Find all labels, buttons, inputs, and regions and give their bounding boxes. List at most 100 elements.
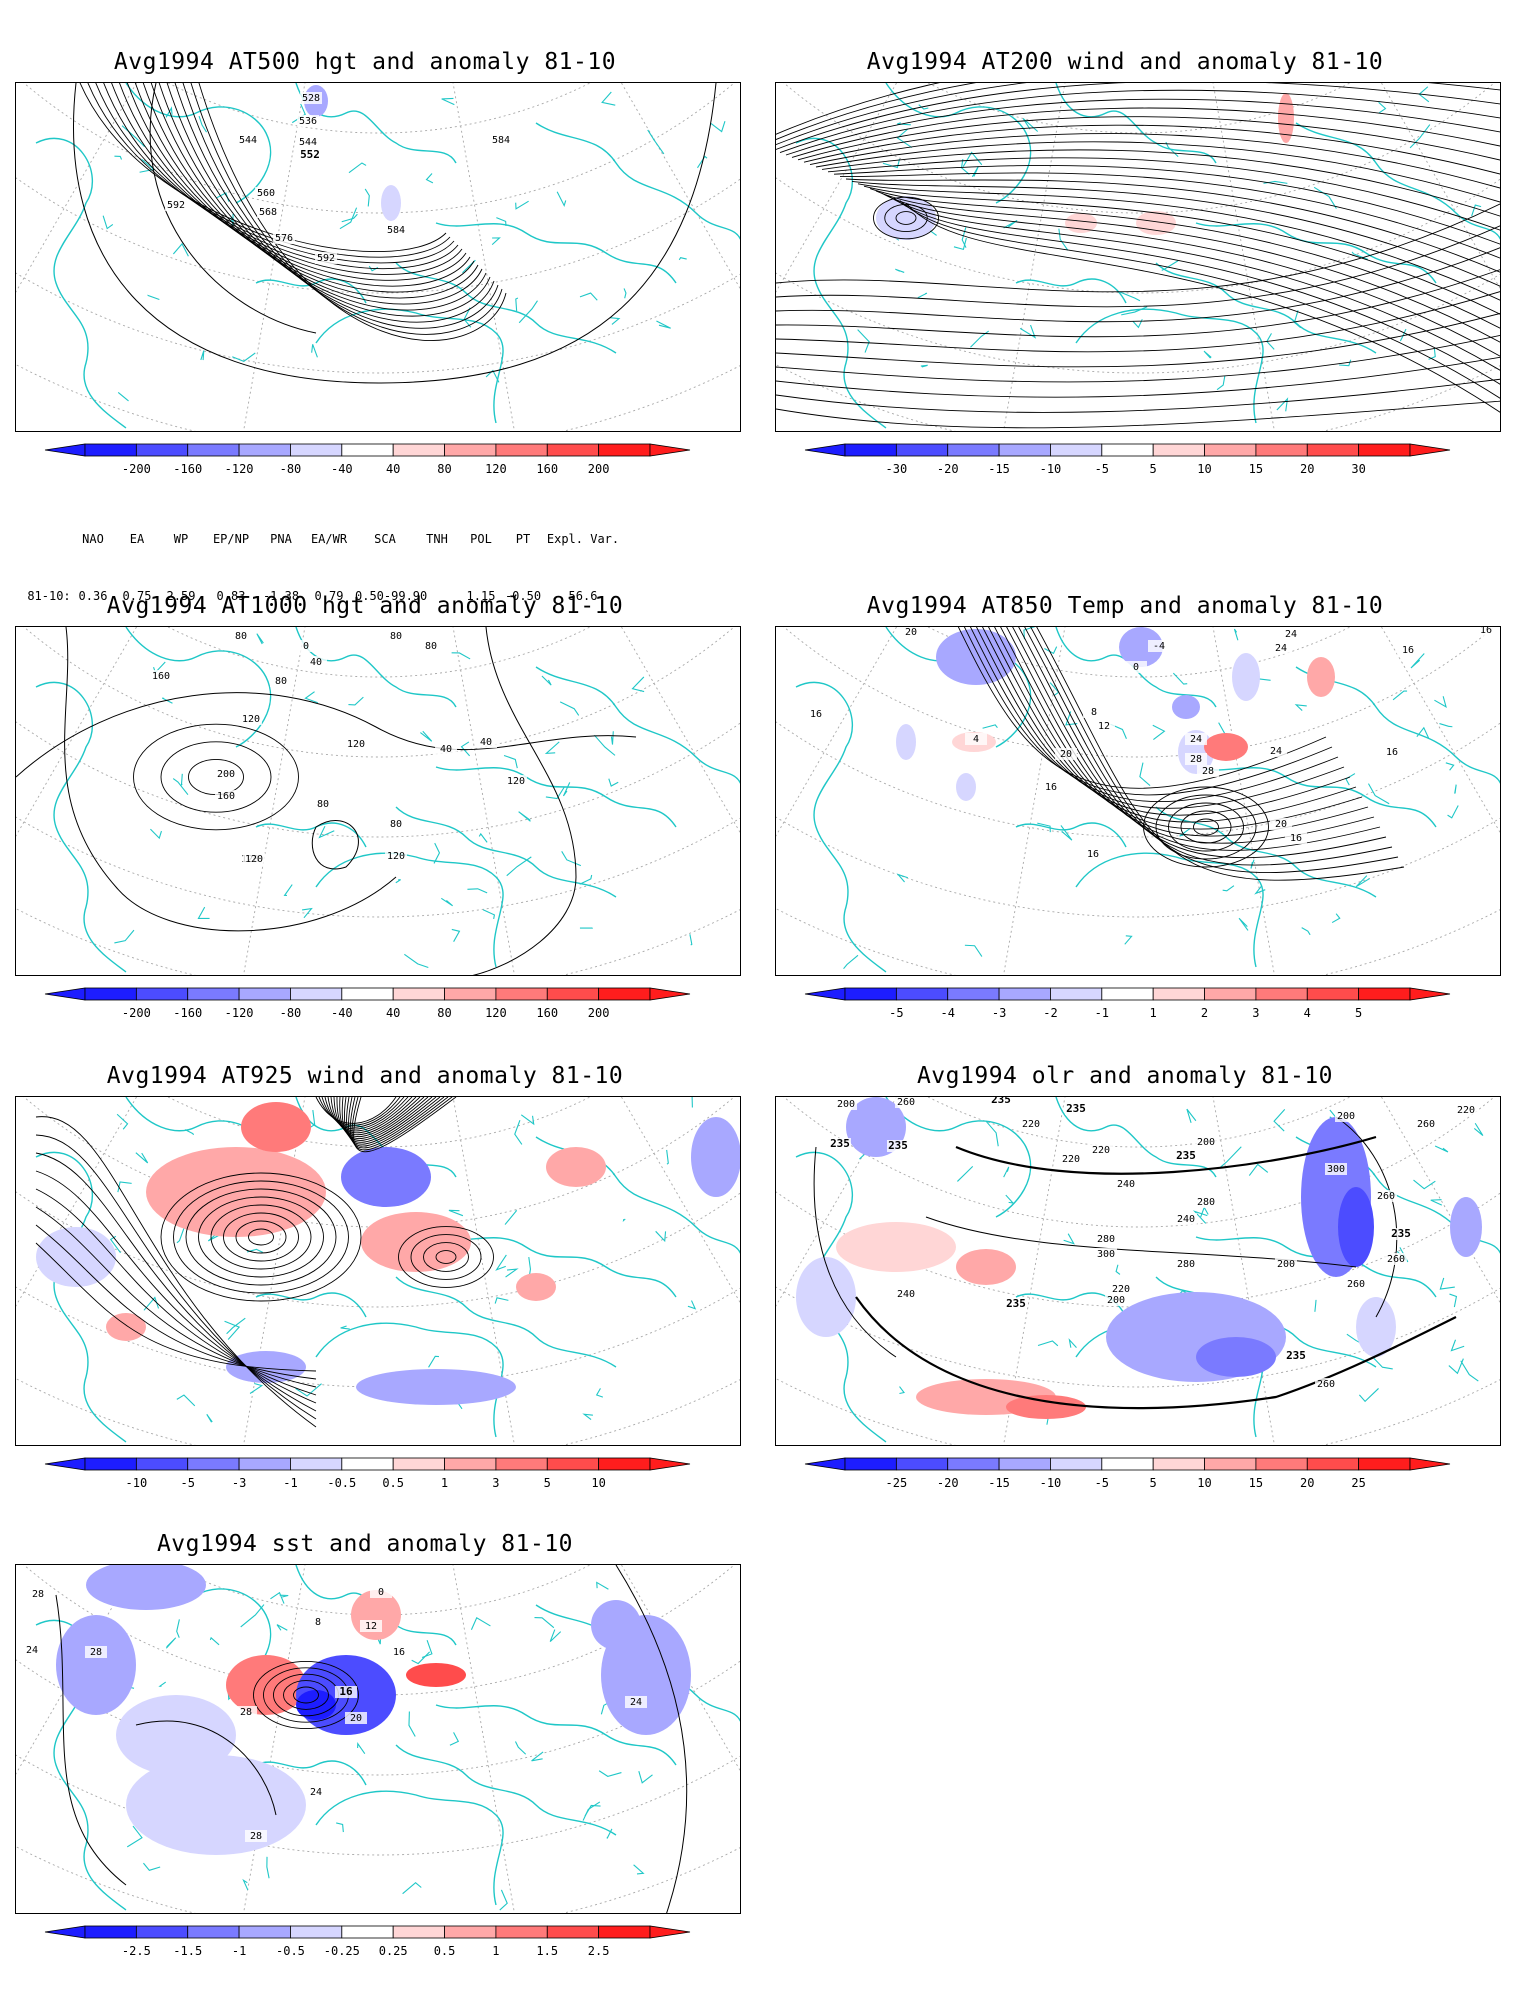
streamline [35,1134,317,1420]
colorbar-tick-label: -1 [231,1944,247,1958]
colorbar-tick-label: -1.5 [173,1944,203,1958]
border-line [198,115,208,133]
border-line [1022,118,1039,132]
contour-line [283,1680,329,1710]
border-line [150,828,162,840]
map-at925 [15,1096,741,1446]
streamline [776,203,1500,293]
streamline [887,195,1500,371]
streamline [330,1097,417,1134]
border-line [598,1770,622,1777]
border-line [402,1882,422,1895]
panel-title: Avg1994 sst and anomaly 81-10 [156,1531,574,1557]
border-line [1220,1146,1242,1168]
colorbar-tick-label: 40 [385,462,401,476]
coastline [1075,852,1264,968]
border-line [135,1152,149,1164]
border-line [1293,310,1302,329]
streamline [35,1242,317,1372]
contour-line [127,83,471,287]
border-line [638,1771,653,1784]
contour-label: 40 [310,657,322,668]
streamline [884,203,928,233]
border-line [357,1742,366,1755]
contour-label: 592 [317,253,335,264]
map-svg [776,83,1500,431]
contour-label: 24 [310,1787,322,1798]
anomaly-shading [1172,695,1200,719]
contour-label: 280 [1197,1197,1215,1208]
anomaly-shading [796,1257,856,1337]
coastline [435,1704,677,1766]
contour-line [311,820,359,870]
colorbar-tick-label: 0.5 [382,1476,405,1490]
colorbar-tick-label: 80 [437,462,452,476]
border-line [1172,672,1188,685]
colorbar-tick-label: 120 [485,1006,507,1020]
anomaly-shading [896,724,916,760]
border-line [1115,1264,1121,1275]
contour-line [1012,627,1381,851]
streamline [333,1097,421,1136]
border-line [1179,827,1191,837]
map-sst: 28 24 28 28 16 20 24 28 0 8 12 16 24 [15,1564,741,1914]
streamline [776,400,1500,429]
colorbar-segment [238,443,291,457]
border-line [1068,1338,1077,1348]
border-line [710,121,726,133]
colorbar-segment [341,987,394,1001]
panel-title: Avg1994 AT925 wind and anomaly 81-10 [106,1063,624,1089]
colorbar-tick-label: 20 [1300,462,1315,476]
colorbar-segment [238,1457,291,1471]
border-line [1331,913,1341,924]
border-line [1454,784,1457,794]
border-line [1434,696,1447,709]
colorbar-arrow-right [1409,1457,1451,1471]
border-line [541,675,552,686]
contour-label: 4 [973,734,979,745]
anomaly-shading [956,1249,1016,1285]
contour-label: 160 [217,791,235,802]
border-line [622,1218,626,1223]
index-row-label: 81-10: [27,589,71,603]
colorbar-segment [135,1925,189,1939]
colorbar-tick-label: 20 [1300,1476,1315,1490]
index-value: 0.83 [216,589,246,603]
contour-label: 0 [378,1587,384,1598]
colorbar-tick-label: -3 [231,1476,247,1490]
colorbar-segment [135,1457,189,1471]
colorbar-segment [135,987,189,1001]
colorbar-segment [998,1457,1051,1471]
panel-at925: Avg1994 AT925 wind and anomaly 81-10 -10… [0,1062,741,1512]
contour-label: 220 [1092,1145,1110,1156]
graticule-line [16,1754,740,1856]
coastline [1155,806,1377,898]
coastline [1155,262,1377,354]
contour-label: 544 [299,137,317,148]
colorbar-tick-label: 3 [492,1476,500,1490]
streamline [779,89,1500,154]
colorbar-tick-label: -10 [1039,462,1062,476]
contour-label: 80 [390,819,402,830]
index-header: EA [129,532,145,546]
contour-label: 16 [1386,747,1398,758]
border-line [1044,646,1058,655]
border-line [953,237,967,251]
colorbar-segment [495,443,548,457]
border-line [1301,927,1311,936]
contour-line [190,83,503,335]
colorbar-arrow-right [1409,987,1451,1001]
contour-label: 16 [339,1685,353,1698]
contour-label: 576 [275,233,293,244]
streamline [35,1224,317,1380]
border-line [172,242,189,257]
colorbar-segment [1204,443,1257,457]
coastline [1195,766,1437,828]
border-line [276,1624,288,1631]
border-line [504,1209,517,1225]
colorbar-segment [598,1457,651,1471]
border-line [117,1181,132,1193]
index-header: PNA [270,532,292,546]
border-line [117,392,129,402]
